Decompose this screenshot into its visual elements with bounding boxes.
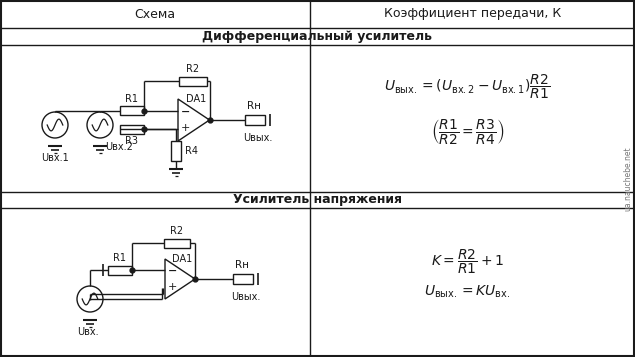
Text: +: + [181, 124, 190, 134]
Text: ua.nauchebe.net: ua.nauchebe.net [623, 146, 632, 211]
Bar [164, 238, 190, 247]
Text: Uвх.2: Uвх.2 [105, 142, 133, 152]
Bar [120, 125, 144, 134]
Text: Усилитель напряжения: Усилитель напряжения [233, 193, 402, 206]
Text: R1: R1 [126, 94, 138, 104]
Text: R3: R3 [126, 136, 138, 146]
Text: $U_{\rm вых.} = KU_{\rm вх.}$: $U_{\rm вых.} = KU_{\rm вх.}$ [424, 284, 511, 300]
Text: Uвх.: Uвх. [77, 327, 99, 337]
Text: Uвх.1: Uвх.1 [41, 153, 69, 163]
Text: Uвых.: Uвых. [243, 133, 272, 143]
Text: $K = \dfrac{R2}{R1} + 1$: $K = \dfrac{R2}{R1} + 1$ [431, 248, 504, 276]
Bar [120, 106, 144, 115]
Text: R2: R2 [187, 64, 199, 74]
Text: Коэффициент передачи, К: Коэффициент передачи, К [384, 7, 561, 20]
Text: $\left(\dfrac{R1}{R2} = \dfrac{R3}{R4}\right)$: $\left(\dfrac{R1}{R2} = \dfrac{R3}{R4}\r… [431, 117, 504, 146]
Text: DA1: DA1 [171, 254, 192, 264]
Text: $U_{\rm вых.} = (U_{\rm вх.2} - U_{\rm вх.1})\dfrac{R2}{R1}$: $U_{\rm вых.} = (U_{\rm вх.2} - U_{\rm в… [384, 73, 551, 101]
Text: R1: R1 [114, 253, 126, 263]
Text: Rн: Rн [247, 101, 261, 111]
Text: +: + [168, 282, 177, 292]
Bar [179, 76, 207, 85]
Text: Дифференциальный усилитель: Дифференциальный усилитель [203, 30, 432, 43]
Text: −: − [168, 266, 177, 276]
Text: R2: R2 [170, 226, 184, 236]
Text: DA1: DA1 [185, 94, 206, 104]
Text: Схема: Схема [135, 7, 175, 20]
Bar [171, 141, 181, 161]
Text: Rн: Rн [235, 260, 249, 270]
Text: −: − [181, 107, 190, 117]
Bar [108, 266, 132, 275]
Text: R4: R4 [185, 146, 198, 156]
Text: Uвых.: Uвых. [231, 292, 261, 302]
Bar [245, 115, 265, 125]
Bar [233, 274, 253, 284]
